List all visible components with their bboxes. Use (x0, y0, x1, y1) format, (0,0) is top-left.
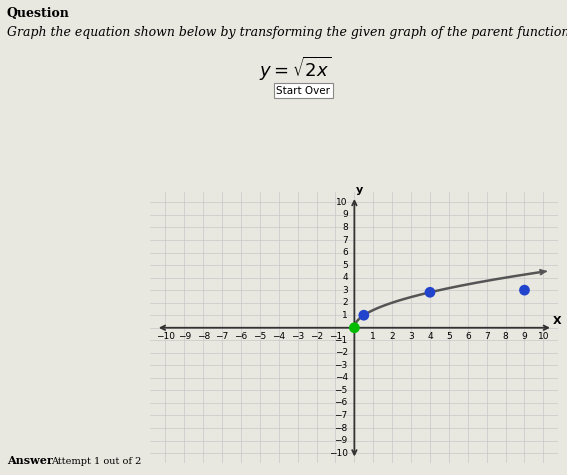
Text: −7: −7 (215, 332, 229, 341)
Text: 3: 3 (408, 332, 414, 341)
Text: −9: −9 (177, 332, 191, 341)
Text: 8: 8 (503, 332, 509, 341)
Text: −8: −8 (197, 332, 210, 341)
Point (359, 312, 369, 319)
Text: −6: −6 (335, 399, 348, 408)
Text: 4: 4 (342, 273, 348, 282)
Text: Question: Question (7, 7, 70, 20)
Text: 10: 10 (336, 198, 348, 207)
Point (520, 286, 529, 294)
Text: 6: 6 (342, 248, 348, 257)
Text: 5: 5 (342, 261, 348, 270)
Text: 1: 1 (370, 332, 376, 341)
Text: 9: 9 (342, 210, 348, 219)
Text: −7: −7 (335, 411, 348, 420)
Point (350, 324, 359, 332)
Text: −1: −1 (335, 336, 348, 345)
Text: −3: −3 (291, 332, 304, 341)
Text: −4: −4 (272, 332, 285, 341)
Text: 9: 9 (522, 332, 527, 341)
Text: 2: 2 (390, 332, 395, 341)
Point (425, 288, 434, 296)
Text: −5: −5 (253, 332, 266, 341)
Text: −9: −9 (335, 436, 348, 445)
Text: −8: −8 (335, 424, 348, 433)
Text: 8: 8 (342, 223, 348, 232)
Text: 7: 7 (342, 236, 348, 245)
Text: 3: 3 (342, 285, 348, 294)
Text: −1: −1 (329, 332, 342, 341)
Text: 4: 4 (427, 332, 433, 341)
Text: −4: −4 (335, 373, 348, 382)
Text: −10: −10 (329, 448, 348, 457)
Text: −5: −5 (335, 386, 348, 395)
Text: $y = \sqrt{2x}$: $y = \sqrt{2x}$ (259, 55, 331, 83)
Text: 10: 10 (538, 332, 549, 341)
Text: Attempt 1 out of 2: Attempt 1 out of 2 (51, 457, 141, 466)
Text: 7: 7 (484, 332, 489, 341)
Text: −2: −2 (335, 348, 348, 357)
Text: y: y (356, 185, 363, 195)
Text: −3: −3 (335, 361, 348, 370)
Text: 6: 6 (465, 332, 471, 341)
Text: X: X (552, 316, 561, 326)
Text: Start Over: Start Over (276, 86, 331, 95)
Text: 2: 2 (342, 298, 348, 307)
Text: −10: −10 (156, 332, 175, 341)
Text: Answer: Answer (7, 456, 60, 466)
Text: 5: 5 (446, 332, 452, 341)
Text: 1: 1 (342, 311, 348, 320)
Text: −6: −6 (234, 332, 248, 341)
Text: Graph the equation shown below by transforming the given graph of the parent fun: Graph the equation shown below by transf… (7, 26, 567, 39)
Text: −2: −2 (310, 332, 323, 341)
